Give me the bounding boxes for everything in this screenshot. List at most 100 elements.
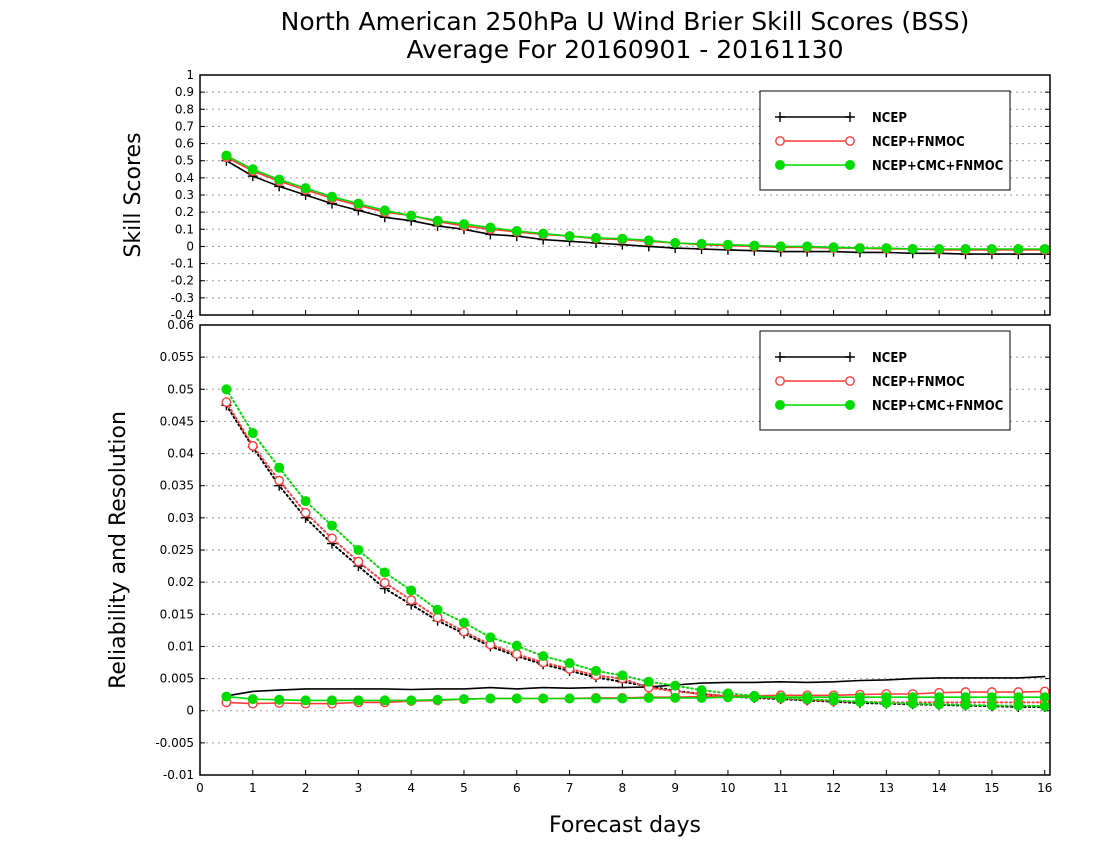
data-point [432, 215, 443, 226]
y-axis: -0.01 -0.005 0 0.005 0.01 0.015 0.02 0.025 0.03 0… [155, 318, 1050, 782]
x-tick-label: 14 [931, 781, 946, 795]
y-tick-label: 0.055 [160, 350, 194, 364]
y-tick-label: 0.8 [175, 102, 194, 116]
data-point [379, 567, 390, 578]
data-point [1039, 701, 1050, 712]
data-point [881, 243, 892, 254]
y-tick-label: 0 [186, 704, 194, 718]
data-point [934, 244, 945, 254]
data-point [406, 695, 417, 706]
y-tick-label: -0.1 [171, 257, 194, 271]
data-point [511, 693, 522, 704]
data-point [274, 174, 285, 185]
y-tick-label: 0.01 [167, 639, 194, 653]
y-tick-label: 0.015 [160, 607, 194, 621]
data-point [221, 397, 232, 408]
legend-label: NCEP+CMC+FNMOC [872, 399, 1003, 414]
data-point [670, 692, 681, 703]
data-point [986, 692, 997, 703]
data-point [960, 699, 971, 710]
data-point [590, 232, 601, 243]
data-point [617, 693, 628, 704]
y-tick-label: -0.005 [155, 736, 194, 750]
data-point [643, 692, 654, 703]
y-tick-label: 0.9 [175, 85, 194, 99]
series-line [225, 675, 1046, 697]
x-tick-label: 3 [355, 781, 363, 795]
legend-swatch-marker [845, 136, 855, 146]
data-point [1013, 244, 1024, 254]
data-point [907, 698, 918, 709]
data-point [485, 632, 496, 643]
data-point [564, 658, 575, 669]
data-point [828, 242, 839, 253]
legend-label: NCEP+FNMOC [872, 135, 965, 150]
reliability-resolution-panel: -0.01 -0.005 0 0.005 0.01 0.015 0.02 0.025 0.03 0… [155, 318, 1051, 782]
y-tick-label: -0.3 [171, 291, 194, 305]
x-tick-label: 6 [513, 781, 521, 795]
y-tick-label: 0.6 [175, 137, 194, 151]
data-point [986, 244, 997, 254]
x-axis: 0 1 2 3 4 5 6 7 8 9 10 11 12 13 14 15 16 [196, 310, 1052, 795]
data-point [459, 626, 469, 637]
data-point [432, 694, 443, 705]
legend: NCEP NCEP+FNMOC NCEP+CMC+FNMOC [759, 90, 1011, 191]
data-point [274, 694, 285, 705]
legend-swatch-marker [845, 376, 855, 386]
data-point [458, 617, 469, 628]
x-tick-label: 16 [1037, 781, 1052, 795]
x-tick-label: 9 [671, 781, 679, 795]
data-point [353, 198, 364, 209]
data-point [379, 695, 390, 706]
data-point [564, 231, 575, 242]
legend-entry-ncep-fnmoc: NCEP+FNMOC [775, 135, 965, 150]
data-point [934, 699, 945, 710]
data-point [643, 676, 654, 687]
data-point [960, 244, 971, 254]
data-point [300, 507, 311, 518]
data-point [749, 240, 760, 251]
legend: NCEP NCEP+FNMOC NCEP+CMC+FNMOC [759, 330, 1011, 431]
legend-swatch-marker [775, 376, 785, 386]
y-tick-label: 0.025 [160, 543, 194, 557]
x-tick-label: 10 [720, 781, 735, 795]
y-tick-label: 0.04 [167, 447, 194, 461]
data-point [564, 693, 575, 704]
data-point [511, 226, 522, 236]
series-ncep-solid [225, 675, 1046, 697]
legend-entry-ncep: NCEP [775, 351, 907, 366]
data-point [986, 700, 997, 711]
data-point [1013, 692, 1024, 703]
legend-swatch-marker [775, 160, 785, 170]
y-tick-label: 0.7 [175, 119, 194, 133]
x-tick-label: 15 [984, 781, 999, 795]
data-point [881, 698, 892, 708]
legend-label: NCEP+CMC+FNMOC [872, 159, 1003, 174]
y-axis: -0.4 -0.3 -0.2 -0.1 0 0.1 0.2 0.3 0.4 0.5 0.6 0.7 0.… [171, 68, 1050, 322]
data-point [432, 604, 443, 615]
x-tick-label: 12 [826, 781, 841, 795]
x-tick-label: 0 [196, 781, 204, 795]
y-tick-label: 0.045 [160, 414, 194, 428]
x-tick-label: 5 [460, 781, 468, 795]
data-point [854, 243, 865, 254]
series-ncep-cmc-fnmoc-dotted [221, 384, 1050, 712]
reliability-axis-label: Reliability and Resolution [106, 411, 131, 689]
data-point [379, 205, 390, 216]
legend-entry-ncep-cmc-fnmoc: NCEP+CMC+FNMOC [775, 399, 1003, 414]
data-point [485, 693, 496, 704]
data-point [247, 440, 258, 451]
legend-swatch-marker [845, 352, 855, 362]
data-point [511, 649, 522, 660]
x-tick-label: 2 [302, 781, 310, 795]
data-point [1039, 244, 1050, 254]
data-point [379, 577, 390, 588]
data-point [247, 164, 258, 175]
data-point [221, 384, 232, 395]
y-tick-label: 0.5 [175, 154, 194, 168]
data-point [590, 693, 601, 704]
legend-swatch-marker [775, 352, 785, 362]
data-point [1013, 700, 1024, 711]
legend-swatch-marker [775, 136, 785, 146]
